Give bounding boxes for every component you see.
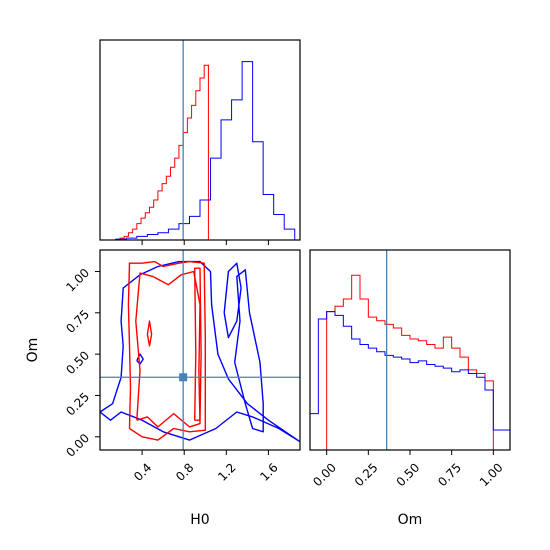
- hist-om-red: [326, 274, 494, 450]
- contour-red: [135, 270, 201, 428]
- panel-hist-om: 0.00 0.25 0.50 0.75 1.00 Om: [309, 249, 511, 528]
- contour-blue: [100, 260, 300, 443]
- truth-point: [179, 373, 188, 382]
- tick-label-om: 0.25: [63, 390, 92, 419]
- contour-blue: [223, 262, 242, 339]
- tick-label-om: 0.50: [63, 348, 92, 377]
- contour-red: [127, 260, 206, 441]
- tick-label-h0: 1.2: [215, 460, 238, 483]
- tick-label-h0: 0.4: [131, 460, 154, 483]
- contour-red: [146, 320, 153, 347]
- contour-blue: [234, 269, 264, 433]
- panel-scatter-frame: [99, 249, 301, 451]
- tick-label-om-hist: 0.25: [352, 460, 381, 489]
- tick-label-h0: 0.8: [173, 460, 196, 483]
- panel-hist-h0: [99, 39, 301, 245]
- tick-label-om: 0.00: [63, 431, 92, 460]
- panel-scatter-h0-om: 0.4 0.8 1.2 1.6 0.00 0.25 0.50 0.75 1.00 H0 Om: [25, 249, 301, 528]
- panel-hist-om-frame: [309, 249, 511, 451]
- tick-label-om-hist: 0.75: [435, 460, 464, 489]
- tick-label-om: 1.00: [63, 266, 92, 295]
- y-axis-label-om: Om: [25, 338, 41, 363]
- tick-label-om: 0.75: [63, 307, 92, 336]
- tick-label-om-hist: 0.00: [310, 460, 339, 489]
- hist-h0-blue: [115, 61, 296, 240]
- tick-label-om-hist: 0.50: [394, 460, 423, 489]
- tick-label-h0: 1.6: [257, 460, 280, 483]
- tick-label-om-hist: 1.00: [477, 460, 506, 489]
- hist-h0-red: [119, 64, 209, 240]
- x-axis-label-h0: H0: [190, 512, 209, 528]
- panel-hist-h0-frame: [99, 39, 301, 241]
- contour-red: [194, 267, 202, 421]
- hist-om-blue: [310, 311, 510, 450]
- x-axis-label-om: Om: [398, 512, 423, 528]
